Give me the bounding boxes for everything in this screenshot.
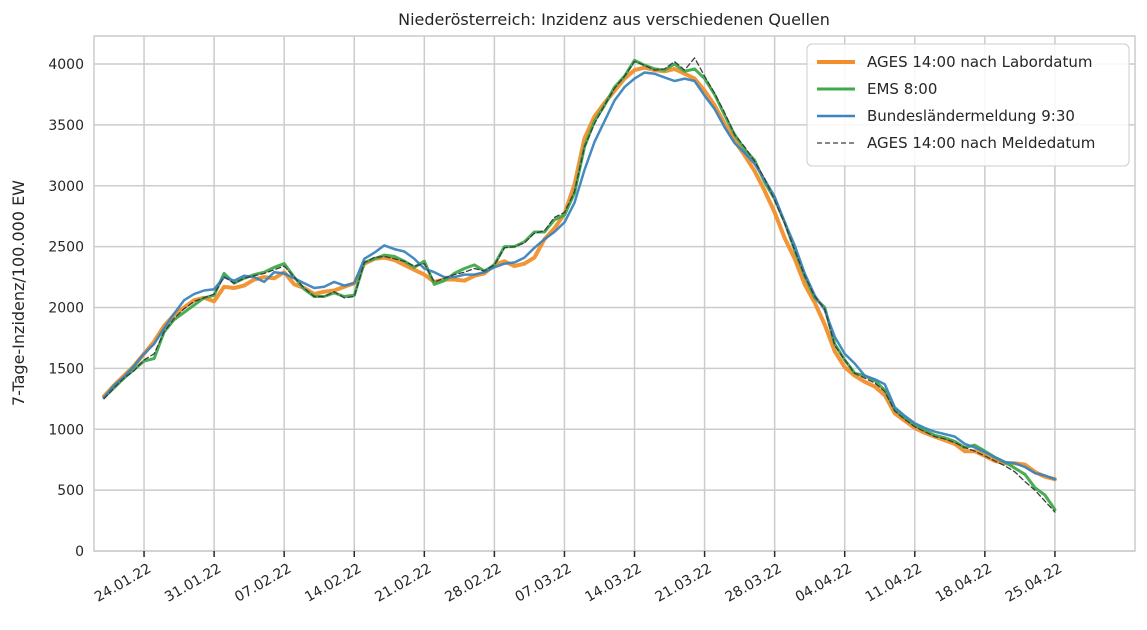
series-line-3 bbox=[102, 71, 1057, 481]
x-tick-label: 21.02.22 bbox=[372, 561, 434, 606]
x-tick-label: 11.04.22 bbox=[863, 561, 925, 606]
legend-entry-label: AGES 14:00 nach Labordatum bbox=[867, 53, 1092, 71]
y-tick-label: 3000 bbox=[48, 179, 84, 195]
y-tick-label: 4000 bbox=[48, 57, 84, 73]
x-tick-label: 04.04.22 bbox=[793, 561, 855, 606]
x-tick-label: 24.01.22 bbox=[92, 561, 154, 606]
y-tick-label: 3500 bbox=[48, 118, 84, 134]
y-axis: 0 500 1000 1500 2000 2500 3000 3500 4000 bbox=[48, 57, 84, 560]
x-tick-label: 07.03.22 bbox=[512, 561, 574, 606]
x-tick-label: 21.03.22 bbox=[653, 561, 715, 606]
x-tick-label: 14.02.22 bbox=[302, 561, 364, 606]
legend-entry-label: EMS 8:00 bbox=[867, 80, 937, 98]
x-axis: 24.01.22 31.01.22 07.02.22 14.02.22 21.02.22… bbox=[92, 551, 1065, 606]
legend-box bbox=[806, 43, 1130, 167]
legend-entry-label: AGES 14:00 nach Meldedatum bbox=[867, 134, 1095, 152]
x-tick-label: 07.02.22 bbox=[232, 561, 294, 606]
legend: AGES 14:00 nach Labordatum EMS 8:00 Bundes… bbox=[806, 43, 1130, 167]
series-lines bbox=[102, 57, 1057, 513]
x-tick-label: 25.04.22 bbox=[1003, 561, 1065, 606]
x-tick-label: 28.03.22 bbox=[723, 561, 785, 606]
y-tick-label: 2500 bbox=[48, 240, 84, 256]
x-tick-label: 28.02.22 bbox=[442, 561, 504, 606]
series-line-4 bbox=[103, 57, 1056, 513]
series-line-1 bbox=[102, 65, 1057, 482]
legend-entry-label: Bundesländermeldung 9:30 bbox=[867, 107, 1075, 125]
y-tick-label: 2000 bbox=[48, 301, 84, 317]
y-tick-label: 500 bbox=[57, 483, 84, 499]
x-tick-label: 31.01.22 bbox=[162, 561, 224, 606]
x-tick-label: 18.04.22 bbox=[933, 561, 995, 606]
y-tick-label: 1000 bbox=[48, 422, 84, 438]
y-axis-label: 7-Tage-Inzidenz/100.000 EW bbox=[9, 180, 28, 406]
x-tick-label: 14.03.22 bbox=[583, 561, 645, 606]
y-tick-label: 1500 bbox=[48, 361, 84, 377]
y-tick-label: 0 bbox=[75, 544, 84, 560]
chart-title: Niederösterreich: Inzidenz aus verschied… bbox=[398, 10, 830, 29]
